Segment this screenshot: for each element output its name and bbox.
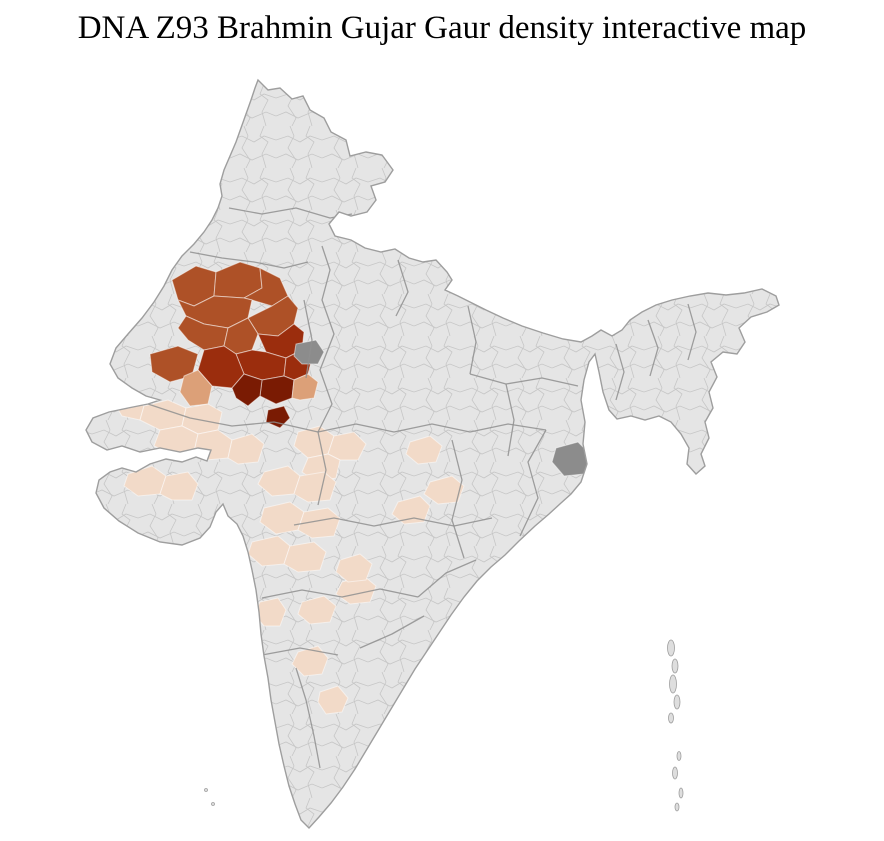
district[interactable] — [283, 541, 327, 573]
state-border — [417, 559, 477, 598]
island[interactable] — [678, 787, 684, 799]
district[interactable] — [297, 507, 341, 539]
state-border — [317, 423, 547, 433]
state-border — [317, 431, 327, 506]
state-border — [303, 299, 313, 379]
state-border — [469, 373, 579, 387]
district[interactable] — [243, 267, 289, 307]
island[interactable] — [211, 802, 215, 806]
state-border — [395, 259, 409, 317]
island[interactable] — [668, 712, 674, 724]
district[interactable] — [293, 339, 325, 365]
district[interactable] — [335, 553, 373, 583]
district[interactable] — [293, 471, 337, 503]
island[interactable] — [676, 751, 682, 761]
lakshadweep-islands[interactable] — [204, 788, 215, 806]
island[interactable] — [672, 766, 678, 780]
district[interactable] — [423, 475, 465, 505]
state-border — [189, 251, 309, 269]
state-border — [505, 383, 515, 457]
island[interactable] — [667, 639, 675, 657]
district[interactable] — [159, 471, 199, 501]
state-border — [687, 303, 697, 361]
island[interactable] — [671, 658, 679, 674]
state-border — [519, 429, 547, 537]
state-border — [261, 647, 339, 656]
districts-no-data[interactable] — [293, 339, 591, 477]
page-title: DNA Z93 Brahmin Gujar Gaur density inter… — [77, 10, 807, 46]
districts-high[interactable] — [197, 323, 313, 389]
india-outline-stroke — [85, 78, 780, 830]
districts-highest[interactable] — [231, 373, 295, 429]
state-border — [317, 245, 335, 433]
district[interactable] — [179, 369, 213, 407]
state-border — [295, 667, 321, 769]
district[interactable] — [291, 373, 319, 401]
districts-medium-high[interactable] — [149, 261, 299, 383]
state-border — [359, 615, 425, 649]
district[interactable] — [291, 645, 329, 677]
state-border — [467, 305, 477, 375]
island[interactable] — [669, 674, 677, 694]
state-border — [451, 439, 465, 559]
island[interactable] — [204, 788, 208, 792]
state-border — [615, 343, 625, 401]
state-border — [293, 517, 493, 527]
state-border — [261, 588, 419, 599]
district[interactable] — [405, 435, 443, 465]
district[interactable] — [297, 595, 337, 625]
district[interactable] — [317, 685, 349, 715]
district[interactable] — [391, 495, 431, 525]
island[interactable] — [673, 694, 681, 710]
andaman-nicobar-islands[interactable] — [667, 639, 684, 812]
district[interactable] — [227, 433, 265, 465]
state-border — [147, 403, 319, 433]
district[interactable] — [231, 373, 263, 407]
state-borders — [147, 207, 697, 769]
state-border — [647, 319, 659, 377]
island[interactable] — [674, 802, 680, 812]
districts-medium[interactable] — [179, 369, 319, 407]
